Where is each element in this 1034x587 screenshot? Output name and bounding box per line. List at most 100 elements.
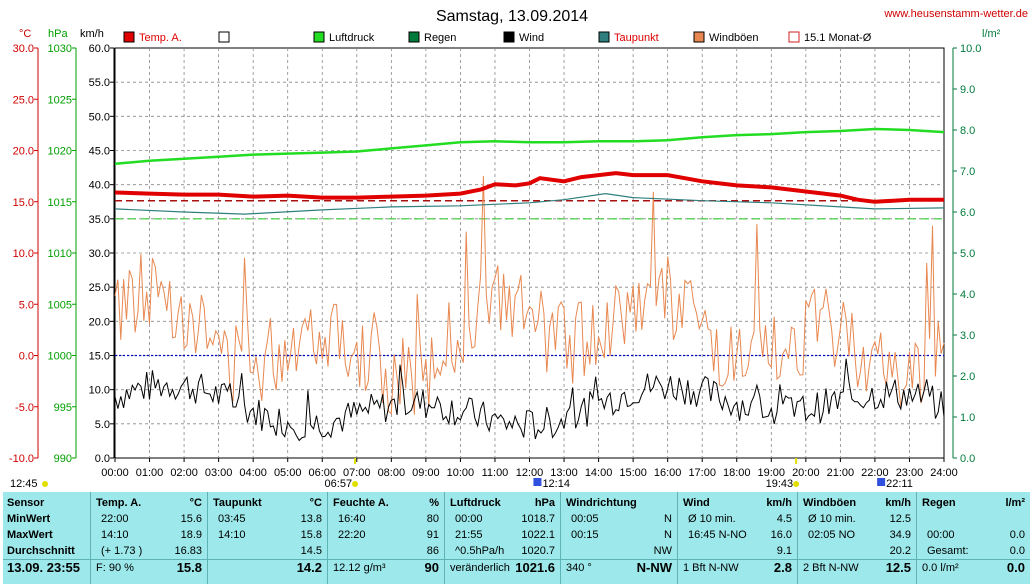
temp-axis-tick-label: 25.0 — [13, 94, 34, 106]
stat-time: 00:15 — [571, 529, 599, 541]
kmh-axis-tick-label: 5.0 — [95, 419, 110, 431]
kmh-axis-tick-label: 20.0 — [89, 316, 110, 328]
stat-value: 1020.7 — [521, 545, 555, 557]
stat-time: 22:20 — [338, 529, 366, 541]
x-tick-label: 02:00 — [170, 467, 198, 479]
footer-value: 12.5 — [885, 560, 911, 575]
stat-time: Ø 10 min. — [808, 513, 856, 525]
stat-column: Wind km/h Ø 10 min. 4.5 16:45 N-NO 16.0 9.1 1 B… — [677, 492, 798, 584]
rain-axis-tick-label: 4.0 — [960, 289, 975, 301]
x-tick-label: 03:00 — [205, 467, 233, 479]
column-title: Wind — [683, 497, 710, 509]
stat-value: 4.5 — [776, 513, 792, 525]
wind-series-line — [114, 358, 945, 442]
column-unit: hPa — [534, 497, 555, 509]
temp-axis-tick-label: 0.0 — [19, 351, 34, 363]
footer-value: 15.8 — [176, 560, 202, 575]
rain-axis-tick-label: 9.0 — [960, 84, 975, 96]
stat-time: 00:00 — [927, 529, 955, 541]
stat-value: 18.9 — [180, 529, 202, 541]
stat-value: 16.0 — [770, 529, 792, 541]
temperature-series-line — [114, 171, 944, 204]
legend-swatch — [123, 31, 135, 43]
hpa-axis-tick-label: 1020 — [48, 146, 72, 158]
x-tick-label: 08:00 — [378, 467, 406, 479]
kmh-axis-tick-label: 40.0 — [89, 180, 110, 192]
column-title: Feuchte A. — [333, 497, 389, 509]
footer-note: 2 Bft N-NW — [803, 562, 859, 574]
column-unit: °C — [309, 497, 322, 509]
sun-marker-icon — [42, 481, 48, 487]
column-title: Windböen — [803, 497, 857, 509]
moon-marker-icon — [533, 478, 542, 486]
column-title: Windrichtung — [566, 497, 637, 509]
stat-value: 9.1 — [776, 545, 792, 557]
row-label: MinWert — [7, 513, 51, 525]
kmh-axis-tick-label: 55.0 — [89, 77, 110, 89]
kmh-axis-tick-label: 50.0 — [89, 111, 110, 123]
row-label-column: Sensor MinWert MaxWert Durchschnitt 13.09. 2… — [3, 492, 90, 584]
stat-value: NW — [653, 545, 672, 557]
stat-column: Feuchte A.% 16:40 80 22:20 91 86 12.12 g/m³ 90 — [327, 492, 445, 584]
stat-value: 80 — [426, 513, 439, 525]
hpa-axis-tick-label: 1010 — [48, 248, 72, 260]
stat-time: 16:45 N-NO — [688, 529, 747, 541]
x-tick-label: 00:00 — [101, 467, 129, 479]
hpa-axis-tick-label: 1005 — [48, 299, 72, 311]
time-marker-label: 12:45 — [10, 478, 38, 490]
footer-value: N-NW — [636, 560, 672, 575]
stat-time: 00:05 — [571, 513, 599, 525]
column-title: Luftdruck — [450, 497, 501, 509]
kmh-axis-tick-label: 10.0 — [89, 385, 110, 397]
stat-value: 1018.7 — [521, 513, 555, 525]
legend-label: Regen — [424, 32, 456, 44]
rain-axis-tick-label: 0.0 — [960, 453, 975, 465]
unit-temp-label: °C — [19, 28, 31, 40]
legend-swatch — [598, 31, 610, 43]
stat-time: 02:05 NO — [808, 529, 856, 541]
stat-time: 22:00 — [101, 513, 129, 525]
footer-note: 1 Bft N-NW — [683, 562, 739, 574]
stat-column: Temp. A. °C 22:00 15.6 14:10 18.9 (+ 1.73 ) 16.… — [90, 492, 208, 584]
legend-label: Taupunkt — [614, 32, 659, 44]
footer-value: 14.2 — [296, 560, 322, 575]
stat-value: 0.0 — [1009, 545, 1025, 557]
stat-value: 16.83 — [174, 545, 202, 557]
hpa-axis-tick-label: 1025 — [48, 94, 72, 106]
row-label: Sensor — [7, 497, 45, 509]
x-tick-label: 12:00 — [516, 467, 544, 479]
chart-title: Samstag, 13.09.2014 — [436, 8, 588, 25]
legend-swatch — [218, 31, 230, 43]
column-title: Regen — [922, 497, 956, 509]
unit-kmh-label: km/h — [80, 28, 104, 40]
stat-value: N — [664, 529, 672, 541]
stat-value: 15.8 — [300, 529, 322, 541]
stat-time: (+ 1.73 ) — [101, 545, 143, 557]
stat-value: 14.5 — [300, 545, 322, 557]
kmh-axis-tick-label: 15.0 — [89, 351, 110, 363]
x-tick-label: 23:00 — [896, 467, 924, 479]
weather-chart: Samstag, 13.09.2014 www.heusenstamm-wette… — [9, 8, 1028, 490]
table-divider — [3, 559, 1030, 560]
footer-note: 340 ° — [566, 562, 592, 574]
stat-column: Windböen km/h Ø 10 min. 12.5 02:05 NO 34.9 20.… — [797, 492, 917, 584]
hpa-axis-tick-label: 995 — [54, 402, 72, 414]
stat-value: N — [664, 513, 672, 525]
stat-value: 12.5 — [889, 513, 911, 525]
gust-series-line — [114, 175, 945, 415]
statistics-table: Sensor MinWert MaxWert Durchschnitt 13.09. 2… — [3, 492, 1030, 584]
sun-marker-icon — [793, 481, 800, 487]
column-unit: °C — [189, 497, 202, 509]
rain-axis-tick-label: 1.0 — [960, 412, 975, 424]
stat-value: 0.0 — [1009, 529, 1025, 541]
moon-marker-icon — [877, 478, 886, 486]
sun-marker-icon — [352, 481, 359, 487]
x-tick-label: 01:00 — [136, 467, 164, 479]
legend-swatch — [408, 31, 420, 43]
legend-label: 15.1 Monat-Ø — [804, 32, 872, 44]
column-unit: l/m² — [1005, 497, 1025, 509]
column-title: Temp. A. — [96, 497, 142, 509]
time-marker-label: 06:57 — [325, 478, 353, 490]
x-tick-label: 17:00 — [688, 467, 716, 479]
stat-value: 20.2 — [889, 545, 911, 557]
